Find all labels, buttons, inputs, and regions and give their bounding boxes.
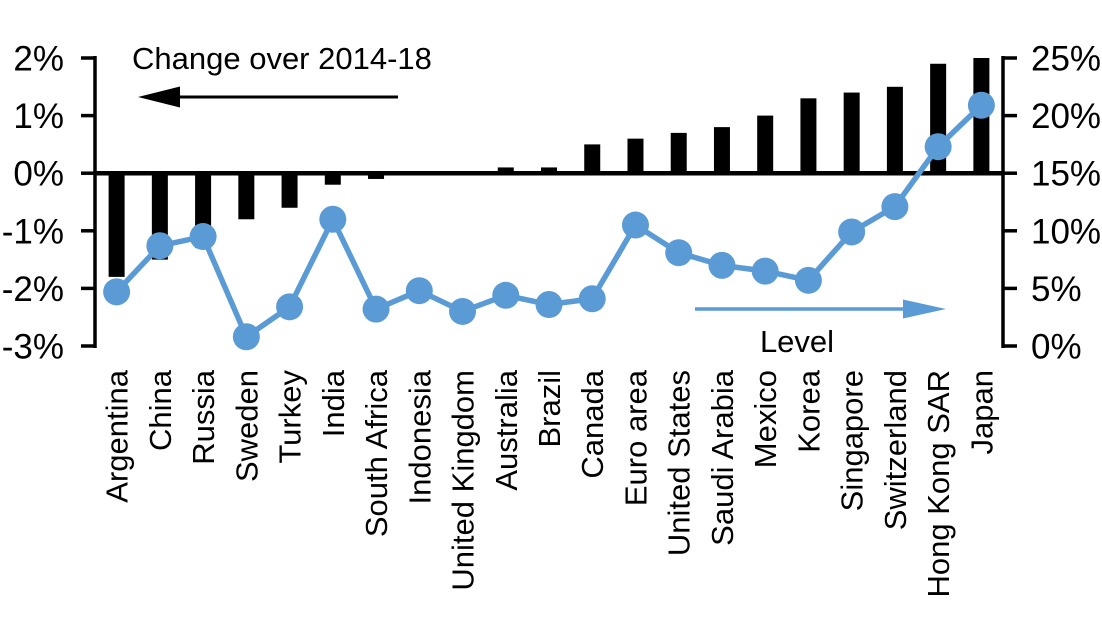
x-label-saudi-arabia: Saudi Arabia [705, 369, 740, 546]
left-axis-tick-label: 0% [13, 155, 64, 194]
bar-series-annotation: Change over 2014-18 [132, 41, 432, 108]
level-marker-singapore [838, 218, 866, 246]
level-marker-euro-area [621, 211, 649, 239]
bar-canada [584, 144, 601, 174]
right-axis-tick-label: 5% [1031, 270, 1082, 309]
x-label-australia: Australia [489, 369, 524, 490]
level-marker-sweden [232, 323, 260, 351]
left-arrow-icon [138, 86, 180, 108]
bar-sweden [238, 173, 255, 220]
level-marker-united-states [665, 239, 693, 267]
level-marker-hong-kong-sar [924, 133, 952, 161]
left-axis-tick-label: 1% [13, 97, 64, 136]
bar-series [108, 58, 990, 277]
x-label-argentina: Argentina [100, 369, 135, 502]
x-label-turkey: Turkey [273, 370, 308, 464]
x-label-japan: Japan [964, 370, 999, 454]
x-label-indonesia: Indonesia [402, 369, 437, 504]
right-axis-tick-label: 25% [1031, 40, 1101, 79]
level-marker-united-kingdom [449, 297, 477, 325]
x-label-canada: Canada [575, 369, 610, 478]
level-marker-argentina [103, 278, 131, 306]
right-axis-tick-label: 10% [1031, 212, 1101, 251]
level-marker-turkey [276, 293, 304, 321]
left-axis-tick-label: -1% [2, 212, 64, 251]
x-label-euro-area: Euro area [618, 369, 653, 506]
x-label-brazil: Brazil [532, 370, 567, 448]
level-marker-indonesia [405, 277, 433, 305]
bar-india [324, 173, 341, 185]
x-label-india: India [316, 369, 351, 437]
line-series-annotation: Level [695, 299, 946, 359]
bar-series-title: Change over 2014-18 [132, 41, 432, 76]
right-axis-tick-label: 20% [1031, 97, 1101, 136]
level-marker-china [146, 232, 174, 260]
bar-saudi-arabia [713, 127, 730, 174]
level-marker-south-africa [362, 295, 390, 323]
x-axis-labels: Argentina China Russia Sweden Turkey India Sou… [100, 369, 1000, 597]
x-label-russia: Russia [186, 369, 221, 465]
level-marker-brazil [535, 291, 563, 319]
level-marker-russia [189, 223, 217, 251]
bar-euro-area [627, 138, 644, 174]
x-label-mexico: Mexico [748, 370, 783, 468]
x-label-south-africa: South Africa [359, 369, 394, 537]
bar-mexico [757, 115, 774, 174]
level-marker-korea [794, 266, 822, 294]
bar-united-states [670, 132, 687, 174]
x-label-korea: Korea [791, 369, 826, 452]
bar-singapore [843, 92, 860, 174]
level-marker-mexico [751, 257, 779, 285]
level-marker-canada [578, 285, 606, 313]
bar-switzerland [886, 86, 903, 174]
level-marker-saudi-arabia [708, 251, 736, 279]
x-label-united-states: United States [662, 370, 697, 556]
line-series-title: Level [760, 324, 834, 359]
bar-south-africa [368, 173, 385, 179]
x-label-sweden: Sweden [229, 370, 264, 482]
x-label-hong-kong-sar: Hong Kong SAR [921, 370, 956, 597]
bar-turkey [281, 173, 298, 208]
level-marker-australia [492, 281, 520, 309]
level-marker-india [319, 205, 347, 233]
x-label-singapore: Singapore [835, 370, 870, 511]
right-axis-tick-label: 0% [1031, 328, 1082, 367]
x-label-switzerland: Switzerland [878, 370, 913, 530]
right-axis-tick-label: 15% [1031, 155, 1101, 194]
x-label-china: China [143, 369, 178, 451]
right-arrow-icon [903, 299, 946, 319]
level-marker-japan [967, 91, 995, 119]
level-marker-switzerland [881, 193, 909, 221]
bar-brazil [541, 167, 557, 174]
bar-australia [497, 167, 514, 174]
x-label-united-kingdom: United Kingdom [446, 370, 481, 591]
bar-argentina [108, 173, 125, 277]
left-axis-tick-label: -2% [2, 270, 64, 309]
left-axis-tick-label: 2% [13, 40, 64, 79]
left-axis-tick-label: -3% [2, 328, 64, 367]
line-series [103, 91, 995, 351]
bar-korea [800, 98, 817, 174]
